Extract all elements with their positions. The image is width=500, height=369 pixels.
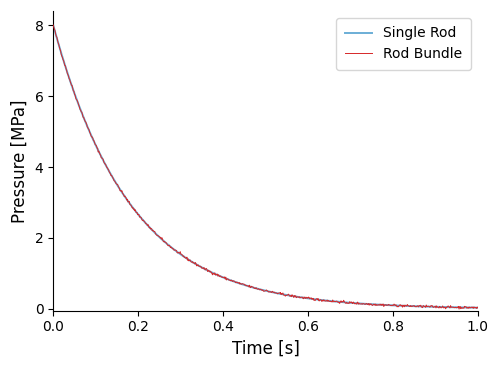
Rod Bundle bbox=[154, 233, 160, 238]
Single Rod bbox=[342, 300, 348, 304]
Line: Rod Bundle: Rod Bundle bbox=[54, 25, 478, 309]
Rod Bundle bbox=[456, 307, 462, 311]
Legend: Single Rod, Rod Bundle: Single Rod, Rod Bundle bbox=[336, 18, 471, 70]
Single Rod bbox=[389, 303, 395, 307]
Rod Bundle bbox=[170, 246, 176, 251]
Line: Single Rod: Single Rod bbox=[54, 25, 478, 308]
Rod Bundle bbox=[475, 306, 481, 310]
Single Rod bbox=[94, 145, 100, 149]
Rod Bundle bbox=[380, 304, 386, 309]
Single Rod bbox=[475, 306, 481, 310]
Single Rod bbox=[382, 303, 388, 307]
Single Rod bbox=[50, 23, 56, 28]
Single Rod bbox=[222, 276, 228, 280]
Single Rod bbox=[238, 282, 244, 286]
Rod Bundle bbox=[329, 300, 335, 304]
Rod Bundle bbox=[50, 23, 56, 27]
X-axis label: Time [s]: Time [s] bbox=[232, 340, 300, 358]
Rod Bundle bbox=[184, 258, 190, 262]
Rod Bundle bbox=[433, 306, 439, 310]
Y-axis label: Pressure [MPa]: Pressure [MPa] bbox=[11, 99, 29, 223]
